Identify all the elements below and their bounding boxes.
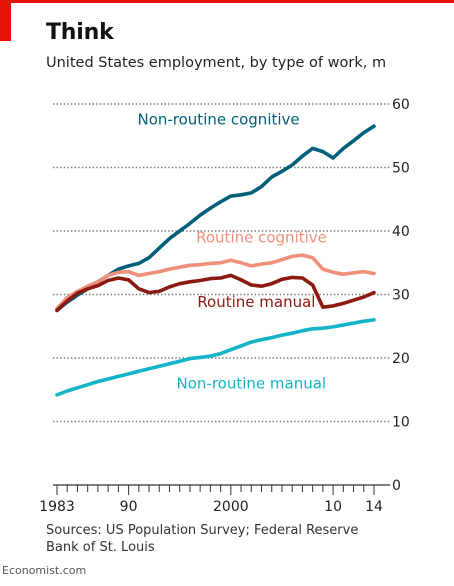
series-label-2: Routine manual [197, 293, 315, 311]
series-label-3: Non-routine manual [177, 374, 327, 392]
series-line-3 [55, 318, 376, 397]
brand-label: Economist.com [2, 564, 87, 577]
x-tick-label: 90 [120, 499, 138, 515]
y-tick-label: 40 [392, 224, 410, 240]
series-line-2 [55, 273, 376, 313]
x-tick-label: 10 [324, 499, 342, 515]
series-label-0: Non-routine cognitive [137, 110, 299, 128]
y-tick-label: 30 [392, 288, 410, 304]
x-tick-label: 1983 [39, 499, 75, 515]
y-tick-label: 60 [392, 97, 410, 113]
y-tick-label: 20 [392, 351, 410, 367]
y-tick-label: 0 [392, 478, 401, 494]
series-line-1 [55, 253, 376, 311]
x-tick-label: 14 [365, 499, 383, 515]
top-rule [0, 0, 454, 3]
source-note: Sources: US Population Survey; Federal R… [46, 523, 359, 555]
series-label-1: Routine cognitive [196, 228, 327, 246]
y-tick-label: 10 [392, 415, 410, 431]
chart-title: Think [46, 20, 114, 45]
chart-subtitle: United States employment, by type of wor… [46, 55, 387, 71]
red-tag [0, 3, 11, 41]
x-tick-label: 2000 [213, 499, 249, 515]
y-tick-label: 50 [392, 161, 410, 177]
